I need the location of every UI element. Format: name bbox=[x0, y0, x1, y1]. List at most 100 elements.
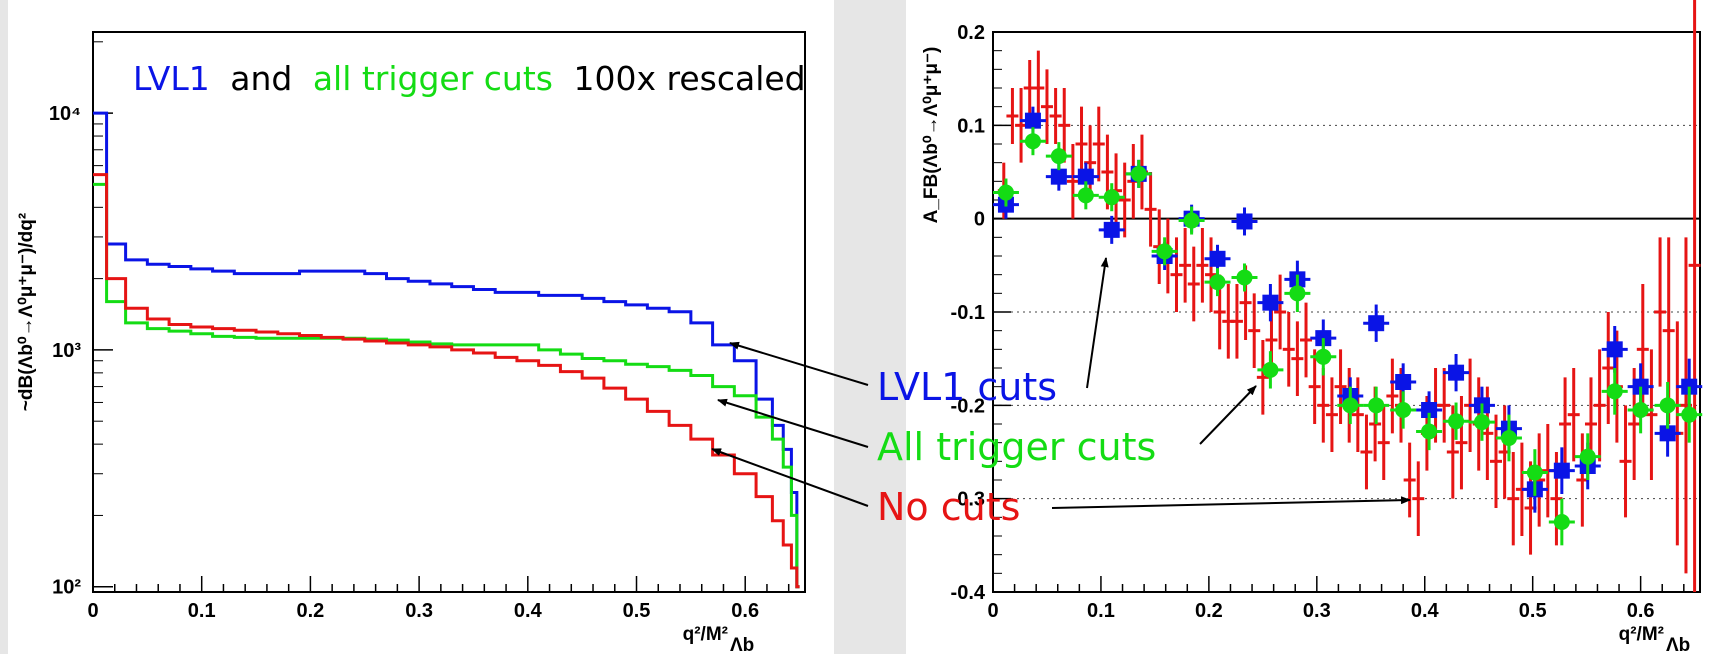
title-and: and bbox=[230, 59, 292, 98]
label-no-cuts: No cuts bbox=[877, 485, 1020, 529]
arrow-trigger-left bbox=[717, 398, 869, 448]
data-point-square bbox=[1368, 315, 1385, 332]
data-point-circle bbox=[1130, 165, 1147, 182]
right-series-group bbox=[992, 0, 1703, 592]
right-x-tick-label: 0.3 bbox=[1303, 600, 1331, 622]
left-x-tick-label: 0.6 bbox=[731, 600, 759, 622]
right-y-tick-label: 0.2 bbox=[957, 22, 985, 44]
data-point-square bbox=[1448, 364, 1465, 381]
data-point-square bbox=[1421, 402, 1438, 418]
label-all-trigger-cuts: All trigger cuts bbox=[877, 425, 1156, 469]
left-y-tick-label: 10² bbox=[52, 577, 81, 599]
plot-title: LVL1 and all trigger cuts 100x rescaled bbox=[133, 59, 806, 98]
left-x-tick-label: 0.1 bbox=[188, 600, 216, 622]
right-series-all-trigger-cuts bbox=[992, 127, 1703, 546]
data-point-circle bbox=[1077, 187, 1094, 204]
left-histogram-plot: 0 0.1 0.2 0.3 0.4 0.5 0.6 10² 10³ 10⁴ ~dB(Λb⁰→Λ⁰… bbox=[16, 31, 806, 654]
data-point-square bbox=[1659, 425, 1676, 442]
data-point-square bbox=[1395, 374, 1412, 390]
data-point-circle bbox=[1342, 397, 1359, 414]
right-y-ticks: -0.4 -0.3 -0.2 -0.1 0 0.1 0.2 bbox=[951, 22, 1011, 604]
data-point-circle bbox=[1024, 133, 1041, 150]
left-x-ticks: 0 0.1 0.2 0.3 0.4 0.5 0.6 bbox=[87, 576, 790, 622]
right-y-tick-label: -0.1 bbox=[951, 302, 985, 324]
left-y-tick-label: 10³ bbox=[52, 340, 81, 362]
right-series-no-cuts bbox=[997, 0, 1701, 592]
data-point-square bbox=[1024, 112, 1041, 129]
right-x-tick-label: 0.6 bbox=[1627, 600, 1655, 622]
data-point-circle bbox=[1368, 397, 1385, 414]
left-series-lvl1-cuts bbox=[93, 111, 800, 589]
data-point-circle bbox=[1659, 397, 1676, 414]
data-point-circle bbox=[997, 184, 1014, 201]
right-x-ticks: 0 0.1 0.2 0.3 0.4 0.5 0.6 bbox=[987, 576, 1685, 622]
data-point-square bbox=[1209, 250, 1226, 267]
right-x-tick-label: 0.5 bbox=[1519, 600, 1547, 622]
right-x-axis-subscript: Λb bbox=[1666, 635, 1690, 654]
right-y-tick-label: -0.4 bbox=[951, 582, 986, 604]
arrow-nocuts-right bbox=[1051, 496, 1411, 509]
title-lvl1: LVL1 bbox=[133, 59, 210, 98]
right-y-tick-label: -0.3 bbox=[951, 489, 985, 511]
data-point-circle bbox=[1421, 423, 1438, 440]
data-point-circle bbox=[1103, 189, 1120, 206]
arrow-lvl1-left bbox=[729, 341, 869, 386]
left-series-all-trigger-cuts bbox=[93, 182, 800, 589]
arrow-trigger-right bbox=[1199, 385, 1257, 445]
right-afb-plot: 0 0.1 0.2 0.3 0.4 0.5 0.6 -0.4 -0.3 -0.2 -0.1 0 0.1… bbox=[921, 0, 1703, 654]
right-y-tick-label: 0 bbox=[974, 209, 985, 231]
title-rescaled: 100x rescaled bbox=[573, 59, 805, 98]
arrow-lvl1-right bbox=[1086, 257, 1109, 389]
data-point-circle bbox=[1236, 269, 1253, 286]
data-point-circle bbox=[1606, 383, 1623, 400]
data-point-circle bbox=[1262, 361, 1279, 378]
left-x-tick-label: 0.5 bbox=[623, 600, 651, 622]
left-x-tick-label: 0.2 bbox=[296, 600, 324, 622]
left-x-axis-subscript: Λb bbox=[730, 635, 754, 654]
data-point-circle bbox=[1681, 406, 1698, 423]
data-point-square bbox=[1236, 213, 1253, 230]
data-point-square bbox=[1103, 221, 1120, 238]
data-point-circle bbox=[1553, 514, 1570, 530]
data-point-circle bbox=[1448, 413, 1465, 430]
data-point-circle bbox=[1395, 402, 1412, 418]
data-point-circle bbox=[1209, 274, 1226, 291]
left-x-tick-label: 0.4 bbox=[514, 600, 543, 622]
data-point-circle bbox=[1473, 414, 1490, 431]
data-point-square bbox=[1077, 168, 1094, 185]
left-x-tick-label: 0 bbox=[87, 600, 98, 622]
data-point-circle bbox=[1315, 348, 1332, 365]
left-y-ticks: 10² 10³ 10⁴ bbox=[49, 41, 113, 599]
data-point-circle bbox=[1632, 402, 1649, 418]
data-point-square bbox=[1262, 294, 1279, 311]
label-lvl1-cuts: LVL1 cuts bbox=[877, 365, 1057, 409]
annotation-layer: LVL1 cuts All trigger cuts No cuts bbox=[711, 257, 1411, 529]
left-y-axis-title: ~dB(Λb⁰→Λ⁰μ⁺μ⁻)/dq² bbox=[16, 213, 37, 411]
data-point-square bbox=[1553, 462, 1570, 479]
data-point-circle bbox=[1156, 243, 1173, 260]
data-point-circle bbox=[1183, 212, 1200, 229]
right-x-tick-label: 0.1 bbox=[1087, 600, 1115, 622]
left-x-tick-label: 0.3 bbox=[405, 600, 433, 622]
arrow-nocuts-left bbox=[711, 448, 869, 507]
left-plot-frame bbox=[92, 31, 806, 593]
data-point-square bbox=[1050, 168, 1067, 185]
right-y-axis-title: A_FB(Λb⁰→Λ⁰μ⁺μ⁻) bbox=[921, 47, 942, 224]
right-y-tick-label: 0.1 bbox=[957, 115, 985, 137]
data-point-circle bbox=[1050, 148, 1067, 165]
right-x-axis-title: q²/M² bbox=[1619, 624, 1664, 645]
right-y-tick-label: -0.2 bbox=[951, 395, 985, 417]
data-point-circle bbox=[1526, 464, 1543, 481]
data-point-circle bbox=[1579, 448, 1596, 465]
right-x-tick-label: 0.4 bbox=[1411, 600, 1440, 622]
right-x-tick-label: 0.2 bbox=[1195, 600, 1223, 622]
data-point-square bbox=[1606, 341, 1623, 358]
right-x-tick-label: 0 bbox=[987, 600, 998, 622]
title-trigger: all trigger cuts bbox=[313, 59, 553, 98]
data-point-circle bbox=[1500, 430, 1517, 446]
left-y-tick-label: 10⁴ bbox=[49, 103, 81, 125]
data-point-circle bbox=[1289, 285, 1306, 302]
left-x-axis-title: q²/M² bbox=[683, 624, 728, 645]
